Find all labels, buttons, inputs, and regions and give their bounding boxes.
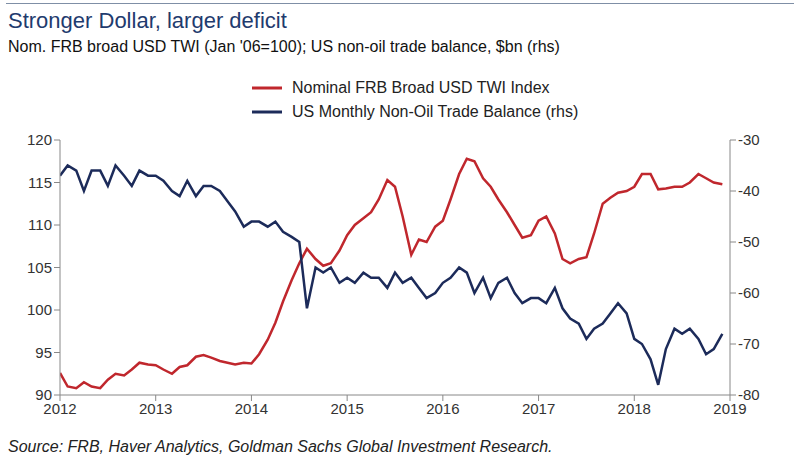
- svg-text:2013: 2013: [139, 400, 172, 417]
- svg-text:100: 100: [27, 301, 52, 318]
- svg-text:-60: -60: [738, 284, 760, 301]
- svg-text:-80: -80: [738, 386, 760, 403]
- html-text:Source: FRB, Haver Analytics,: Source: FRB, Haver Analytics, Goldman Sa…: [8, 438, 553, 455]
- svg-text:-40: -40: [738, 182, 760, 199]
- svg-text:105: 105: [27, 259, 52, 276]
- html-text:Nom. FRB broad USD TWI (Jan '0: Nom. FRB broad USD TWI (Jan '06=100); US…: [8, 38, 560, 55]
- svg-text:2016: 2016: [426, 400, 459, 417]
- svg-text:90: 90: [35, 386, 52, 403]
- html-text:Nominal FRB Broad USD TWI Inde: Nominal FRB Broad USD TWI Index: [292, 79, 550, 96]
- svg-text:2014: 2014: [235, 400, 268, 417]
- html-text:US Monthly Non-Oil Trade Balan: US Monthly Non-Oil Trade Balance (rhs): [292, 103, 579, 120]
- svg-text:2015: 2015: [330, 400, 363, 417]
- svg-text:-50: -50: [738, 233, 760, 250]
- svg-text:110: 110: [28, 216, 52, 233]
- svg-text:115: 115: [28, 174, 52, 191]
- svg-text:-30: -30: [738, 131, 760, 148]
- svg-text:2018: 2018: [618, 400, 651, 417]
- svg-text:120: 120: [27, 131, 52, 148]
- html-text:Stronger Dollar, larger defici: Stronger Dollar, larger deficit: [8, 8, 287, 33]
- svg-text:2017: 2017: [522, 400, 555, 417]
- svg-text:-70: -70: [738, 335, 760, 352]
- svg-text:2012: 2012: [43, 399, 77, 417]
- svg-text:2019: 2019: [713, 399, 747, 417]
- svg-text:95: 95: [35, 344, 52, 361]
